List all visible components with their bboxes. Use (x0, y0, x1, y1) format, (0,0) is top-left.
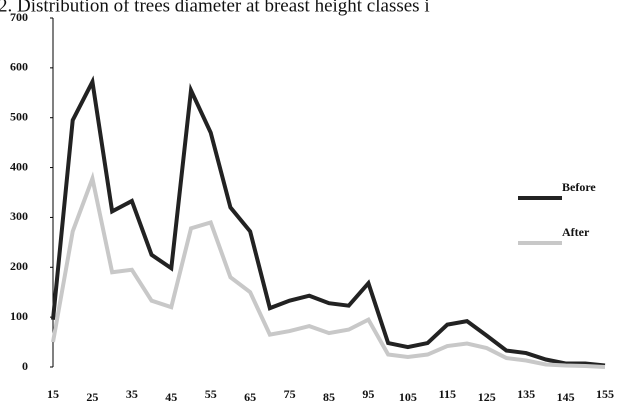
y-tick-label: 100 (10, 309, 28, 323)
x-tick-label: 65 (244, 390, 256, 404)
x-tick-label: 35 (126, 387, 138, 401)
y-tick-label: 300 (10, 209, 28, 223)
y-tick-label: 700 (10, 10, 28, 24)
series-line (51, 171, 606, 369)
y-tick-label: 0 (22, 359, 28, 373)
y-tick-label: 200 (10, 259, 28, 273)
chart-title: 2. Distribution of trees diameter at bre… (0, 0, 430, 16)
x-tick-label: 45 (165, 390, 177, 404)
series-line (51, 75, 606, 368)
x-tick-label: 25 (86, 390, 98, 404)
y-tick-label: 500 (10, 109, 28, 123)
x-tick-label: 105 (399, 390, 417, 404)
x-tick-label: 85 (323, 390, 335, 404)
x-tick-label: 55 (205, 387, 217, 401)
x-tick-label: 75 (284, 387, 296, 401)
x-tick-label: 115 (439, 387, 456, 401)
legend-label: After (562, 225, 590, 239)
legend-label: Before (562, 180, 596, 194)
x-tick-label: 125 (478, 390, 496, 404)
x-tick-label: 15 (47, 387, 59, 401)
x-tick-label: 155 (596, 387, 614, 401)
y-tick-label: 600 (10, 60, 28, 74)
x-tick-label: 95 (362, 387, 374, 401)
x-tick-label: 135 (517, 387, 535, 401)
y-tick-label: 400 (10, 159, 28, 173)
x-tick-label: 145 (557, 390, 575, 404)
